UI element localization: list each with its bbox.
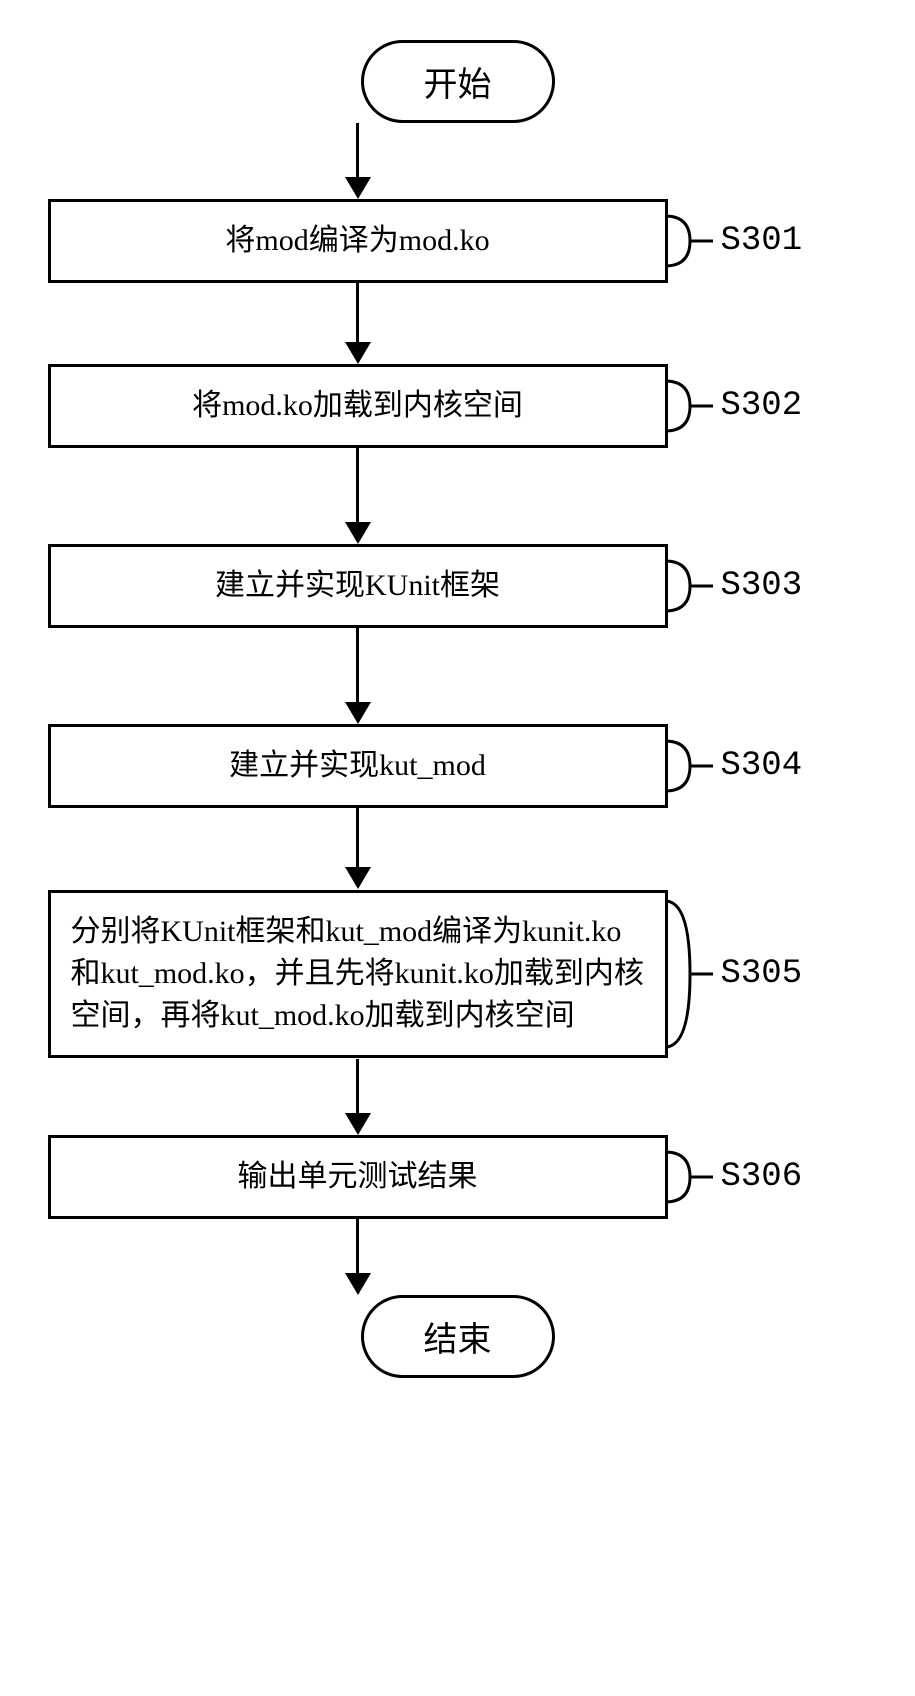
step-row: 分别将KUnit框架和kut_mod编译为kunit.ko和kut_mod.ko…: [48, 889, 868, 1059]
step-row: 建立并实现kut_mod S304: [48, 724, 868, 808]
connector: S303: [665, 551, 803, 621]
arrow: [345, 628, 371, 724]
step-row: 将mod编译为mod.ko S301: [48, 199, 868, 283]
connector: S301: [665, 206, 803, 276]
step-label: S301: [721, 222, 803, 260]
arrow: [345, 123, 371, 199]
start-terminator: 开始: [361, 40, 555, 123]
process-box: 将mod编译为mod.ko: [48, 199, 668, 283]
step-row: 输出单元测试结果 S306: [48, 1135, 868, 1219]
bracket-icon: [665, 206, 715, 276]
process-box: 将mod.ko加载到内核空间: [48, 364, 668, 448]
arrow-head-icon: [345, 522, 371, 544]
step-label: S302: [721, 387, 803, 425]
arrow-line: [356, 1219, 359, 1274]
process-box: 建立并实现KUnit框架: [48, 544, 668, 628]
process-box: 输出单元测试结果: [48, 1135, 668, 1219]
arrow-head-icon: [345, 177, 371, 199]
arrow: [345, 1219, 371, 1295]
arrow: [345, 283, 371, 364]
end-terminator: 结束: [361, 1295, 555, 1378]
arrow-line: [356, 283, 359, 343]
arrow-head-icon: [345, 702, 371, 724]
arrow-head-icon: [345, 342, 371, 364]
arrow-line: [356, 808, 359, 868]
step-label: S303: [721, 567, 803, 605]
connector: S306: [665, 1142, 803, 1212]
connector: S305: [665, 889, 803, 1059]
flowchart-container: 开始 将mod编译为mod.ko S301 将mod.ko加载到内核空间 S30…: [48, 40, 868, 1378]
arrow: [345, 808, 371, 889]
bracket-icon: [665, 551, 715, 621]
arrow: [345, 448, 371, 544]
bracket-icon: [665, 371, 715, 441]
arrow: [345, 1059, 371, 1135]
process-box: 分别将KUnit框架和kut_mod编译为kunit.ko和kut_mod.ko…: [48, 890, 668, 1058]
arrow-head-icon: [345, 1273, 371, 1295]
connector: S302: [665, 371, 803, 441]
bracket-icon: [665, 731, 715, 801]
arrow-line: [356, 123, 359, 178]
step-row: 建立并实现KUnit框架 S303: [48, 544, 868, 628]
connector: S304: [665, 731, 803, 801]
step-row: 将mod.ko加载到内核空间 S302: [48, 364, 868, 448]
step-label: S306: [721, 1158, 803, 1196]
arrow-line: [356, 448, 359, 523]
bracket-icon: [665, 1142, 715, 1212]
step-label: S304: [721, 747, 803, 785]
step-label: S305: [721, 955, 803, 993]
process-box: 建立并实现kut_mod: [48, 724, 668, 808]
bracket-icon: [665, 889, 715, 1059]
arrow-line: [356, 628, 359, 703]
arrow-line: [356, 1059, 359, 1114]
arrow-head-icon: [345, 867, 371, 889]
arrow-head-icon: [345, 1113, 371, 1135]
